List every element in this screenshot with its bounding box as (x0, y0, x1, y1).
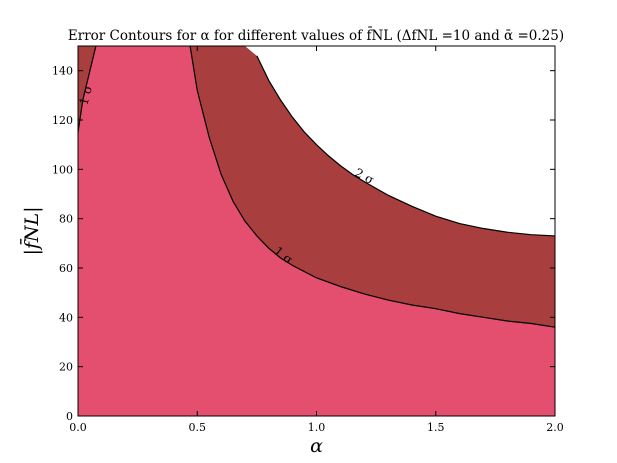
y-tick-label: 20 (59, 361, 73, 374)
x-tick-label: 2.0 (546, 421, 564, 434)
y-axis-ticks: 0 20 40 60 80 100 120 140 (52, 65, 555, 423)
x-axis-label: α (310, 435, 323, 457)
y-tick-label: 0 (66, 410, 73, 423)
y-tick-label: 100 (52, 163, 73, 176)
x-tick-label: 1.5 (427, 421, 445, 434)
x-axis-ticks: 0.0 0.5 1.0 1.5 2.0 (69, 46, 564, 434)
y-tick-label: 140 (52, 65, 73, 78)
contour-2-sigma (256, 55, 556, 237)
plot-area (78, 46, 555, 416)
x-tick-label: 1.0 (308, 421, 326, 434)
y-tick-label: 120 (52, 114, 73, 127)
y-tick-label: 60 (59, 262, 73, 275)
contour-lines (77, 45, 556, 328)
y-axis-label: |f̄NL| (19, 206, 43, 255)
chart-title: Error Contours for α for different value… (68, 27, 564, 44)
y-tick-label: 80 (59, 213, 73, 226)
contour-1-sigma-right (189, 45, 556, 328)
y-tick-label: 40 (59, 311, 73, 324)
contour-1-sigma-left (77, 45, 97, 133)
x-tick-label: 0.0 (69, 421, 87, 434)
contour-label-1-sigma-1: 1 σ (77, 84, 96, 107)
x-tick-label: 0.5 (189, 421, 207, 434)
region-1-sigma (78, 46, 555, 416)
